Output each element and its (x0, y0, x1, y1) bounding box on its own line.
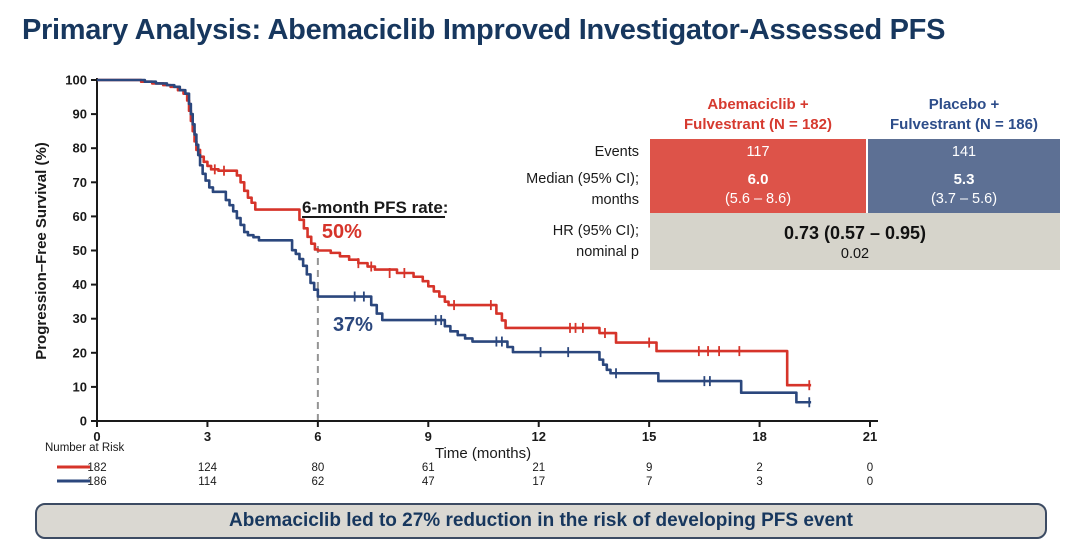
results-table: Abemaciclib + Fulvestrant (N = 182) Plac… (488, 95, 1060, 270)
svg-text:17: 17 (532, 476, 545, 488)
row-label-events: Events (594, 144, 639, 161)
events-abemaciclib: 117 (650, 139, 866, 166)
page-title: Primary Analysis: Abemaciclib Improved I… (22, 14, 946, 46)
conclusion-banner-text: Abemaciclib led to 27% reduction in the … (229, 510, 853, 531)
svg-text:21: 21 (532, 462, 545, 474)
svg-text:7: 7 (646, 476, 652, 488)
row-label-median: Median (95% CI); months (526, 171, 639, 208)
km-curve-placebo (97, 78, 812, 404)
svg-text:20: 20 (73, 345, 87, 360)
svg-text:12: 12 (531, 429, 545, 444)
svg-text:0: 0 (93, 429, 100, 444)
svg-text:62: 62 (311, 476, 324, 488)
column-header-abemaciclib: Abemaciclib + Fulvestrant (N = 182) (650, 95, 866, 139)
svg-text:21: 21 (863, 429, 877, 444)
results-table-corner (488, 95, 648, 139)
svg-text:61: 61 (422, 462, 435, 474)
six-month-rate-placebo: 37% (333, 314, 373, 336)
svg-text:60: 60 (73, 209, 87, 224)
svg-text:2: 2 (756, 462, 762, 474)
svg-text:186: 186 (87, 476, 106, 488)
svg-text:124: 124 (198, 462, 218, 474)
p-value: 0.02 (840, 245, 870, 262)
svg-text:0: 0 (80, 414, 87, 429)
conclusion-banner: Abemaciclib led to 27% reduction in the … (35, 503, 1047, 539)
svg-text:18: 18 (752, 429, 766, 444)
y-axis-label: Progression–Free Survival (%) (33, 142, 50, 360)
svg-text:6: 6 (314, 429, 321, 444)
svg-text:114: 114 (198, 476, 217, 488)
svg-text:3: 3 (756, 476, 762, 488)
svg-text:80: 80 (311, 462, 324, 474)
svg-text:47: 47 (422, 476, 435, 488)
column-header-placebo-line2: Fulvestrant (N = 186) (890, 116, 1038, 134)
svg-text:90: 90 (73, 107, 87, 122)
svg-text:30: 30 (73, 311, 87, 326)
svg-text:15: 15 (642, 429, 656, 444)
median-placebo: 5.3 (3.7 – 5.6) (868, 166, 1060, 213)
row-label-hr: HR (95% CI); nominal p (552, 223, 639, 260)
x-axis-label: Time (months) (435, 445, 531, 462)
svg-text:70: 70 (73, 175, 87, 190)
svg-text:10: 10 (73, 379, 87, 394)
hr-result-cell: 0.73 (0.57 – 0.95) 0.02 (650, 213, 1060, 270)
column-header-placebo-line1: Placebo + (928, 96, 1000, 113)
column-header-abemaciclib-line1: Abemaciclib + (707, 96, 809, 113)
svg-text:182: 182 (87, 462, 106, 474)
column-header-placebo: Placebo + Fulvestrant (N = 186) (868, 95, 1060, 139)
svg-text:100: 100 (65, 73, 87, 88)
six-month-rate-abemaciclib: 50% (322, 221, 362, 243)
svg-text:0: 0 (867, 462, 873, 474)
svg-text:0: 0 (867, 476, 873, 488)
hr-value: 0.73 (0.57 – 0.95) (783, 222, 927, 243)
number-at-risk-label: Number at Risk (45, 442, 124, 454)
svg-text:80: 80 (73, 141, 87, 156)
six-month-rate-label: 6-month PFS rate: (302, 198, 448, 217)
svg-text:40: 40 (73, 277, 87, 292)
svg-text:9: 9 (425, 429, 432, 444)
svg-text:3: 3 (204, 429, 211, 444)
svg-text:50: 50 (73, 243, 87, 258)
events-placebo: 141 (868, 139, 1060, 166)
median-abemaciclib: 6.0 (5.6 – 8.6) (650, 166, 866, 213)
column-header-abemaciclib-line2: Fulvestrant (N = 182) (684, 116, 832, 134)
svg-text:9: 9 (646, 462, 652, 474)
